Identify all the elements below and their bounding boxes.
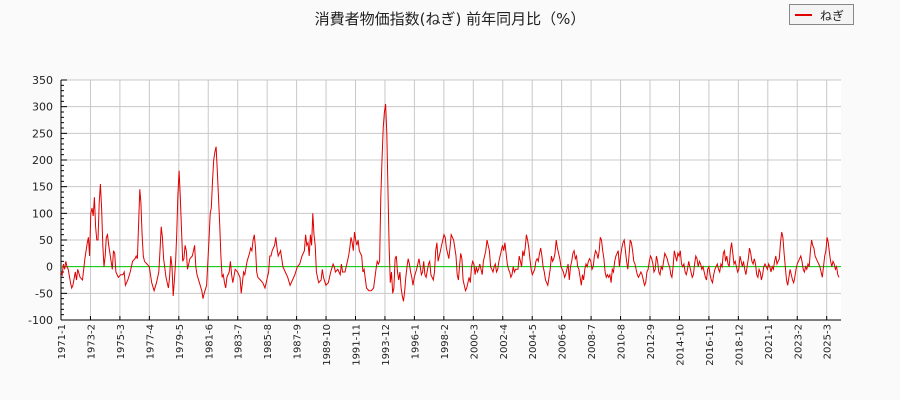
x-tick-label: 2016-11: [705, 324, 716, 366]
x-axis: 1971-1 1973-2 1975-3 1977-4 1979-5 1981-6 1983…: [57, 316, 841, 366]
x-tick-label: 2025-3: [823, 324, 834, 359]
y-tick-label: 350: [32, 74, 53, 87]
x-tick-label: 2023-2: [793, 324, 804, 359]
y-tick-label: 0: [46, 261, 53, 274]
x-tick-label: 1989-10: [322, 324, 333, 366]
y-tick-label: 250: [32, 127, 53, 140]
y-tick-label: 150: [32, 181, 53, 194]
y-tick-label: 200: [32, 154, 53, 167]
x-tick-label: 2004-5: [528, 324, 539, 359]
series-line-negi: [60, 103, 840, 302]
x-tick-label: 1998-2: [440, 324, 451, 359]
x-tick-label: 2008-7: [587, 324, 598, 359]
x-tick-label: 1981-6: [204, 324, 215, 359]
x-tick-label: 1983-7: [234, 324, 245, 359]
y-tick-label: 50: [39, 234, 53, 247]
x-tick-label: 2002-4: [499, 324, 510, 359]
y-tick-label: 100: [32, 207, 53, 220]
x-tick-label: 2018-12: [734, 324, 745, 366]
chart-title: 消費者物価指数(ねぎ) 前年同月比（%）: [314, 10, 586, 28]
x-tick-label: 1996-1: [410, 324, 421, 359]
y-tick-label: -50: [35, 287, 53, 300]
x-tick-label: 1977-4: [145, 324, 156, 359]
x-tick-label: 1993-12: [381, 324, 392, 366]
x-tick-label: 1979-5: [175, 324, 186, 359]
legend: ねぎ: [789, 4, 854, 25]
x-tick-label: 2006-6: [558, 324, 569, 359]
legend-swatch-negi: [795, 14, 812, 16]
x-tick-label: 1973-2: [86, 324, 97, 359]
x-tick-label: 1971-1: [57, 324, 68, 359]
x-tick-label: 2000-3: [469, 324, 480, 359]
x-tick-label: 2021-1: [764, 324, 775, 359]
y-tick-label: 300: [32, 101, 53, 114]
x-tick-label: 1985-8: [263, 324, 274, 359]
y-axis: 350 300 250 200 150 100 50 0 -50 -100: [28, 74, 67, 327]
x-tick-label: 2010-8: [617, 324, 628, 359]
x-tick-label: 1975-3: [116, 324, 127, 359]
legend-label-negi: ねぎ: [820, 9, 845, 23]
x-tick-label: 1987-9: [293, 324, 304, 359]
x-tick-label: 1991-11: [352, 324, 363, 366]
y-tick-label: -100: [28, 314, 53, 327]
x-tick-label: 2012-9: [646, 324, 657, 359]
x-tick-label: 2014-10: [675, 324, 686, 366]
